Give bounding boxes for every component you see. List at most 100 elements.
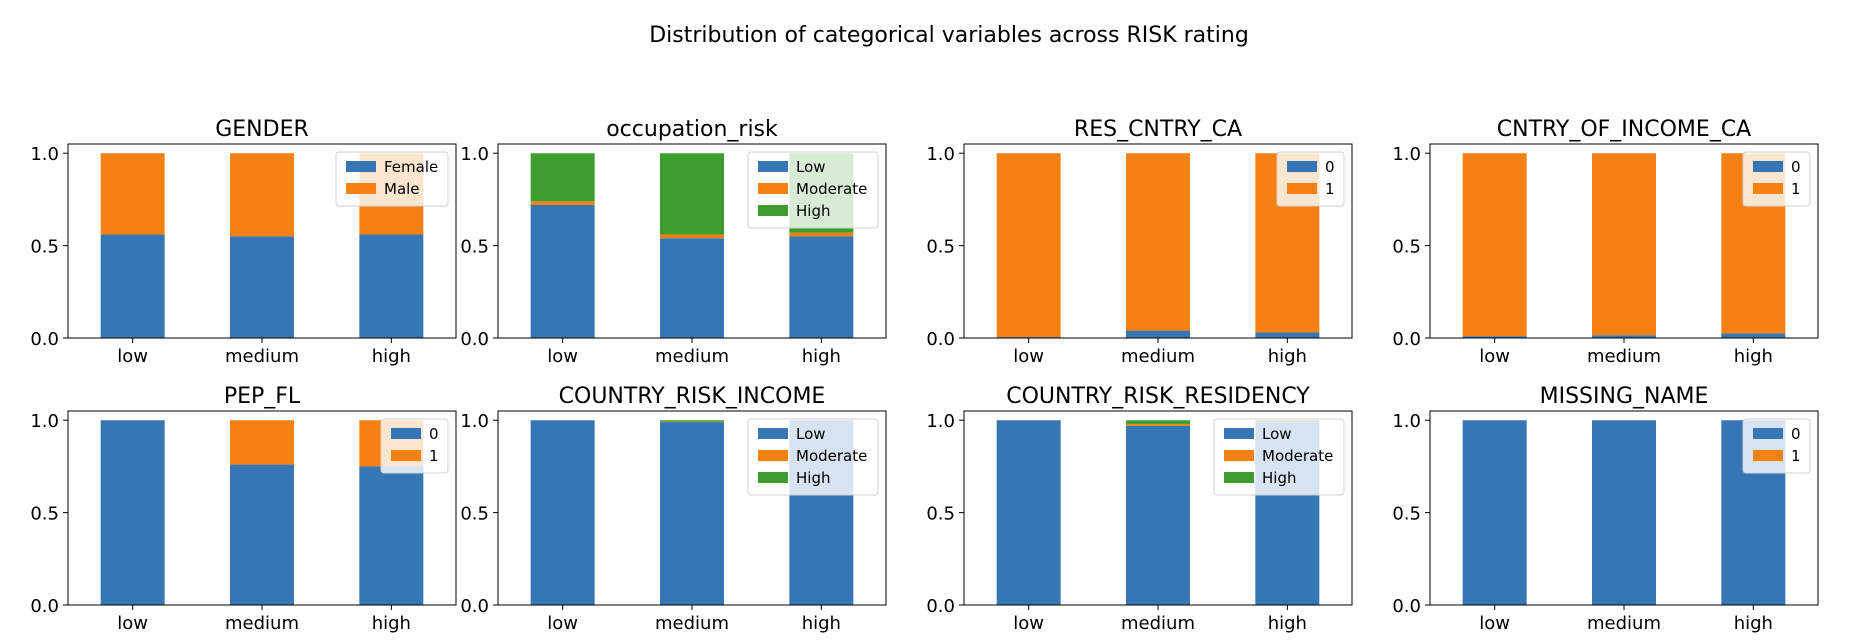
legend: 01 bbox=[1276, 151, 1345, 207]
bar-medium-0 bbox=[1592, 420, 1656, 605]
legend-swatch-moderate bbox=[758, 450, 788, 461]
subplot-gender: GENDER 0.0 0.5 1.0 low medium high Female Male bbox=[30, 117, 457, 367]
x-tick-label: low bbox=[1479, 613, 1510, 634]
legend-label: Moderate bbox=[796, 180, 867, 198]
y-tick-label: 0.5 bbox=[926, 504, 955, 525]
subplots: GENDER 0.0 0.5 1.0 low medium high Female Male oc… bbox=[30, 117, 1819, 634]
x-tick-label: medium bbox=[1587, 346, 1661, 367]
bar-medium-low bbox=[1126, 425, 1190, 605]
x-tick-label: low bbox=[547, 613, 578, 634]
x-tick-label: high bbox=[372, 613, 411, 634]
legend-swatch-low bbox=[758, 428, 788, 439]
legend-swatch-0 bbox=[1753, 161, 1783, 172]
y-tick-label: 0.0 bbox=[926, 329, 955, 350]
x-tick-label: high bbox=[802, 613, 841, 634]
y-tick-label: 1.0 bbox=[460, 411, 489, 432]
legend-swatch-high bbox=[1224, 472, 1254, 483]
subplot-country-risk-residency: COUNTRY_RISK_RESIDENCY 0.0 0.5 1.0 low medium… bbox=[926, 384, 1353, 634]
bar-low-high bbox=[530, 153, 595, 202]
bar-medium-moderate bbox=[1126, 423, 1190, 426]
legend-swatch-moderate bbox=[758, 183, 788, 194]
x-tick-label: high bbox=[1734, 346, 1773, 367]
legend-label: 1 bbox=[1325, 180, 1335, 198]
bar-high-moderate bbox=[789, 232, 854, 237]
legend-label: 1 bbox=[1791, 447, 1801, 465]
x-tick-label: medium bbox=[655, 346, 729, 367]
legend-label: High bbox=[796, 202, 830, 220]
bar-high-0 bbox=[1255, 332, 1320, 338]
subplot-title: GENDER bbox=[215, 117, 309, 142]
legend-label: High bbox=[1262, 469, 1296, 487]
y-tick-label: 0.0 bbox=[460, 596, 489, 617]
x-tick-label: high bbox=[1268, 613, 1307, 634]
subplot-country-risk-income: COUNTRY_RISK_INCOME 0.0 0.5 1.0 low medium hig… bbox=[460, 384, 887, 634]
bar-medium-0 bbox=[1592, 335, 1656, 338]
legend: 01 bbox=[1742, 151, 1811, 207]
y-tick-label: 0.5 bbox=[1392, 504, 1421, 525]
x-tick-label: medium bbox=[1587, 613, 1661, 634]
legend: 01 bbox=[1742, 418, 1811, 474]
legend-swatch-low bbox=[1224, 428, 1254, 439]
y-tick-label: 0.0 bbox=[30, 596, 59, 617]
bar-low-low bbox=[996, 420, 1061, 605]
legend: 01 bbox=[380, 418, 449, 474]
x-tick-label: high bbox=[1734, 613, 1773, 634]
y-tick-label: 0.0 bbox=[926, 596, 955, 617]
x-tick-label: low bbox=[1479, 346, 1510, 367]
legend-label: 0 bbox=[1325, 158, 1335, 176]
bar-low-0 bbox=[100, 420, 165, 605]
x-tick-label: low bbox=[547, 346, 578, 367]
y-tick-label: 0.0 bbox=[1392, 329, 1421, 350]
bar-medium-high bbox=[660, 153, 724, 235]
bar-medium-high bbox=[660, 420, 724, 422]
legend: Low Moderate High bbox=[1213, 418, 1345, 496]
legend-swatch-1 bbox=[391, 450, 421, 461]
legend-swatch-1 bbox=[1287, 183, 1317, 194]
bar-medium-0 bbox=[1126, 330, 1190, 338]
bar-low-male bbox=[100, 153, 165, 235]
y-tick-label: 0.5 bbox=[1392, 237, 1421, 258]
legend-label: Female bbox=[384, 158, 438, 176]
legend-label: Low bbox=[796, 158, 826, 176]
bar-high-low bbox=[789, 236, 854, 338]
legend-label: Low bbox=[796, 425, 826, 443]
y-tick-label: 0.5 bbox=[460, 504, 489, 525]
bar-medium-moderate bbox=[660, 234, 724, 239]
x-tick-label: high bbox=[1268, 346, 1307, 367]
bar-medium-high bbox=[1126, 420, 1190, 424]
y-tick-label: 1.0 bbox=[926, 411, 955, 432]
bar-low-0 bbox=[1462, 420, 1527, 605]
legend-swatch-0 bbox=[1287, 161, 1317, 172]
subplot-title: occupation_risk bbox=[606, 117, 778, 142]
y-tick-label: 0.5 bbox=[30, 237, 59, 258]
legend-label: 0 bbox=[1791, 425, 1801, 443]
y-tick-label: 1.0 bbox=[460, 144, 489, 165]
bar-medium-1 bbox=[230, 420, 294, 465]
x-tick-label: medium bbox=[225, 346, 299, 367]
legend-label: 0 bbox=[1791, 158, 1801, 176]
legend-label: High bbox=[796, 469, 830, 487]
bar-low-low bbox=[530, 420, 595, 605]
x-tick-label: low bbox=[117, 346, 148, 367]
y-tick-label: 0.5 bbox=[30, 504, 59, 525]
legend-swatch-male bbox=[346, 183, 376, 194]
bar-medium-low bbox=[660, 238, 724, 338]
x-tick-label: high bbox=[802, 346, 841, 367]
legend: Low Moderate High bbox=[747, 418, 879, 496]
subplot-title: RES_CNTRY_CA bbox=[1074, 117, 1242, 142]
bar-low-moderate bbox=[530, 201, 595, 205]
legend-swatch-1 bbox=[1753, 183, 1783, 194]
subplot-cntry-of-income-ca: CNTRY_OF_INCOME_CA 0.0 0.5 1.0 low medium high… bbox=[1392, 117, 1819, 367]
legend-swatch-0 bbox=[391, 428, 421, 439]
y-tick-label: 1.0 bbox=[30, 144, 59, 165]
bar-low-1 bbox=[996, 153, 1061, 338]
y-tick-label: 1.0 bbox=[1392, 411, 1421, 432]
subplot-title: COUNTRY_RISK_INCOME bbox=[559, 384, 826, 409]
legend-label: Moderate bbox=[796, 447, 867, 465]
bar-low-female bbox=[100, 234, 165, 338]
bar-medium-low bbox=[660, 422, 724, 605]
subplot-title: COUNTRY_RISK_RESIDENCY bbox=[1006, 384, 1310, 409]
bar-high-0 bbox=[1721, 333, 1786, 338]
